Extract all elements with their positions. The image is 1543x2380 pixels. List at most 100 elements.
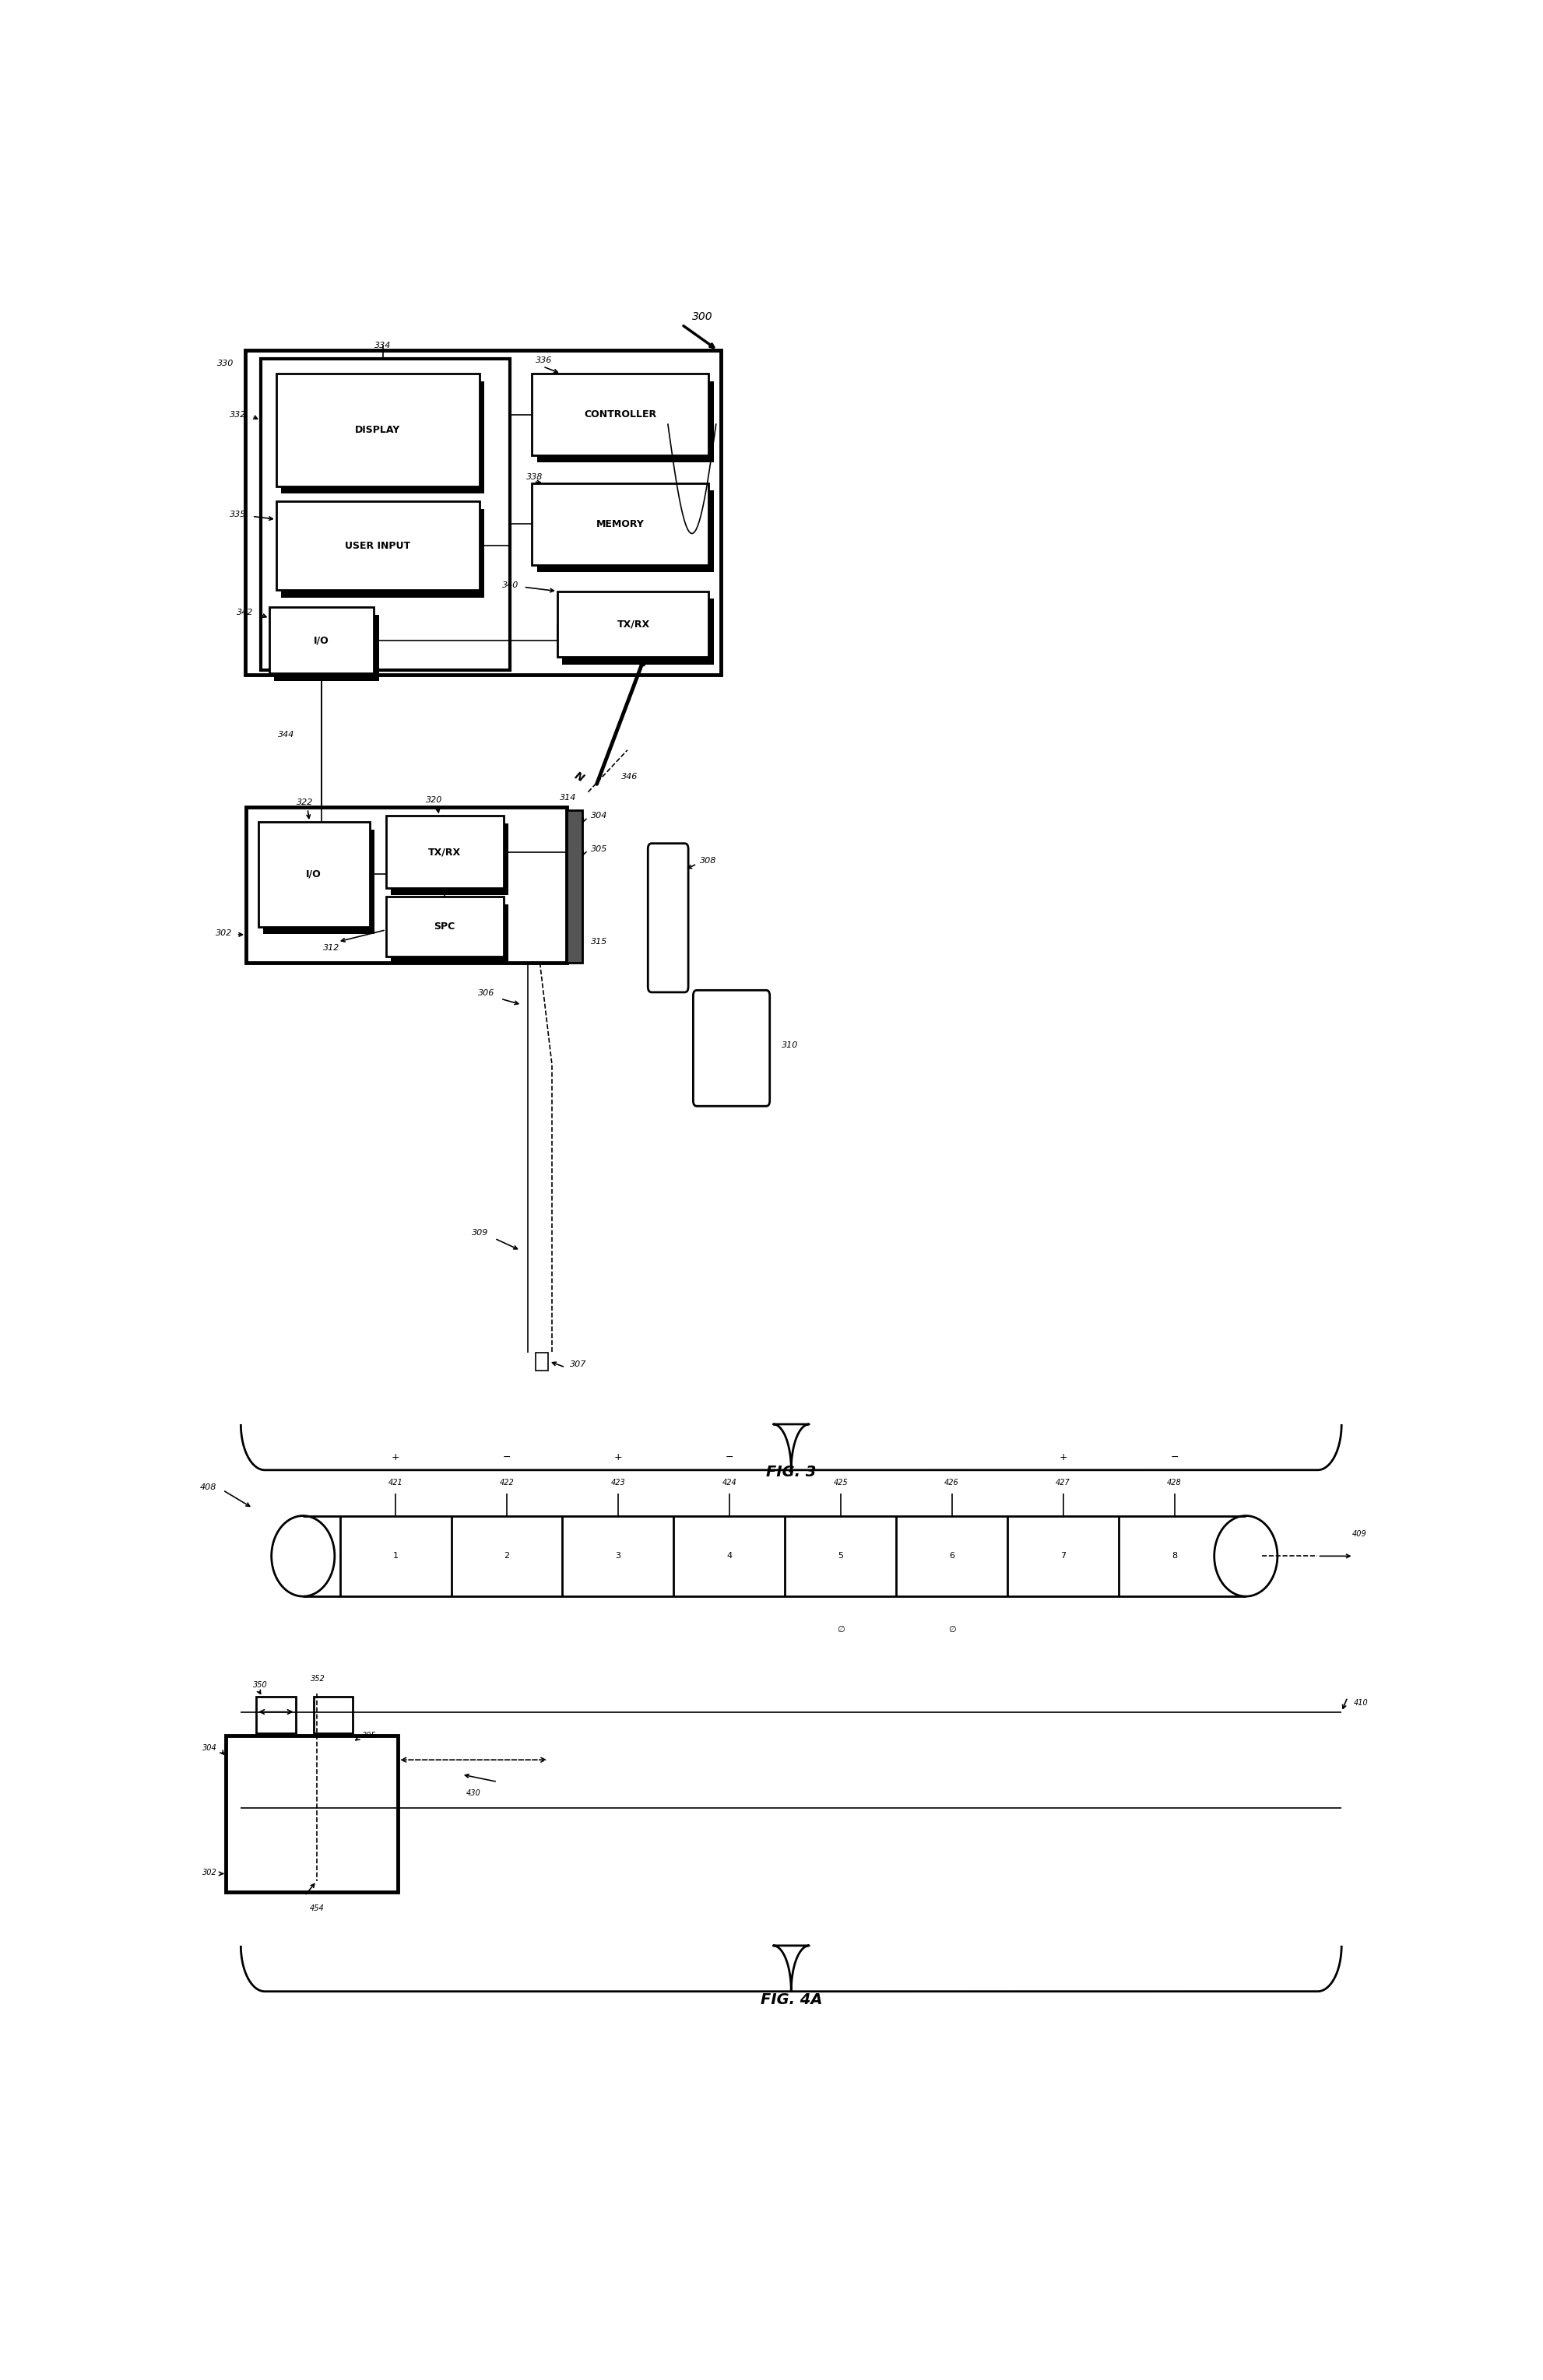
Text: 300: 300 <box>693 312 713 321</box>
Text: SPC: SPC <box>434 921 455 933</box>
Text: 422: 422 <box>500 1478 514 1488</box>
Text: 335: 335 <box>230 512 245 519</box>
Text: 7: 7 <box>1060 1552 1065 1559</box>
Text: N: N <box>572 771 585 783</box>
Bar <box>225 1735 398 1892</box>
Text: 409: 409 <box>1352 1530 1366 1537</box>
Text: 306: 306 <box>478 988 494 997</box>
Text: 332: 332 <box>230 412 245 419</box>
FancyBboxPatch shape <box>693 990 770 1107</box>
Bar <box>261 359 509 671</box>
Text: +: + <box>614 1452 622 1461</box>
Text: 330: 330 <box>218 359 235 367</box>
Bar <box>270 607 373 674</box>
Text: 346: 346 <box>620 774 637 781</box>
Bar <box>390 823 508 895</box>
Text: 426: 426 <box>944 1478 958 1488</box>
Text: 340: 340 <box>501 581 518 590</box>
Bar <box>557 590 708 657</box>
Text: ∅: ∅ <box>947 1626 955 1633</box>
Text: 428: 428 <box>1167 1478 1180 1488</box>
Bar <box>535 1352 548 1371</box>
Text: MEMORY: MEMORY <box>596 519 643 528</box>
Text: 425: 425 <box>833 1478 847 1488</box>
Bar <box>256 1697 295 1733</box>
Bar <box>390 904 508 964</box>
Text: 350: 350 <box>253 1680 268 1690</box>
Text: 424: 424 <box>722 1478 736 1488</box>
Ellipse shape <box>1214 1516 1276 1597</box>
Text: 430: 430 <box>466 1790 480 1797</box>
Text: 309: 309 <box>472 1228 489 1235</box>
Text: 423: 423 <box>611 1478 625 1488</box>
Text: 315: 315 <box>591 938 608 945</box>
Bar <box>313 1697 353 1733</box>
Text: 410: 410 <box>1353 1699 1367 1706</box>
Text: 454: 454 <box>309 1904 324 1914</box>
Bar <box>275 614 378 681</box>
Text: I/O: I/O <box>306 869 321 878</box>
Text: TX/RX: TX/RX <box>427 847 461 857</box>
Text: 1: 1 <box>392 1552 398 1559</box>
Text: 312: 312 <box>322 945 339 952</box>
Text: −: − <box>503 1452 511 1461</box>
Text: 3: 3 <box>616 1552 620 1559</box>
Text: +: + <box>1058 1452 1066 1461</box>
Text: 4: 4 <box>727 1552 731 1559</box>
Text: 427: 427 <box>1055 1478 1069 1488</box>
Text: 305: 305 <box>591 845 608 852</box>
Text: 305: 305 <box>361 1733 376 1740</box>
Bar <box>386 816 503 888</box>
Text: 344: 344 <box>278 731 295 738</box>
Bar <box>281 509 485 597</box>
Text: 322: 322 <box>296 797 313 807</box>
Bar <box>276 502 480 590</box>
Text: 421: 421 <box>387 1478 403 1488</box>
Text: 302: 302 <box>216 928 231 938</box>
Text: 304: 304 <box>591 812 608 819</box>
Text: 308: 308 <box>699 857 716 864</box>
Text: −: − <box>1170 1452 1177 1461</box>
Text: +: + <box>392 1452 400 1461</box>
Bar <box>537 381 713 462</box>
Bar <box>562 597 713 664</box>
Text: 302: 302 <box>202 1868 218 1875</box>
Bar <box>262 828 375 935</box>
Text: 307: 307 <box>569 1361 586 1368</box>
Text: FIG. 3: FIG. 3 <box>765 1464 816 1480</box>
Text: 408: 408 <box>201 1483 216 1490</box>
Bar <box>258 821 370 926</box>
Text: 2: 2 <box>503 1552 509 1559</box>
Text: USER INPUT: USER INPUT <box>344 540 410 550</box>
Text: 8: 8 <box>1171 1552 1177 1559</box>
Text: 310: 310 <box>781 1042 798 1050</box>
Bar <box>532 374 708 455</box>
Bar <box>245 350 721 676</box>
Text: CONTROLLER: CONTROLLER <box>583 409 656 419</box>
Text: 320: 320 <box>426 795 443 804</box>
FancyBboxPatch shape <box>648 843 688 992</box>
Bar <box>245 807 566 964</box>
Text: DISPLAY: DISPLAY <box>355 426 400 436</box>
Text: 314: 314 <box>559 795 576 802</box>
Text: 6: 6 <box>949 1552 954 1559</box>
Text: 342: 342 <box>236 609 253 616</box>
Bar <box>566 809 582 964</box>
Text: ∅: ∅ <box>836 1626 844 1633</box>
Bar <box>386 897 503 957</box>
Text: 304: 304 <box>202 1745 218 1752</box>
Text: TX/RX: TX/RX <box>617 619 650 628</box>
Bar <box>276 374 480 486</box>
Text: 334: 334 <box>375 343 390 350</box>
Text: FIG. 4A: FIG. 4A <box>759 1992 822 2006</box>
Ellipse shape <box>272 1516 335 1597</box>
Text: 338: 338 <box>526 474 543 481</box>
Text: −: − <box>725 1452 733 1461</box>
Text: 5: 5 <box>838 1552 842 1559</box>
Text: 352: 352 <box>310 1676 326 1683</box>
Text: I/O: I/O <box>313 635 329 645</box>
Bar <box>532 483 708 564</box>
Bar <box>537 490 713 571</box>
Text: 336: 336 <box>535 357 552 364</box>
Bar <box>281 381 485 493</box>
